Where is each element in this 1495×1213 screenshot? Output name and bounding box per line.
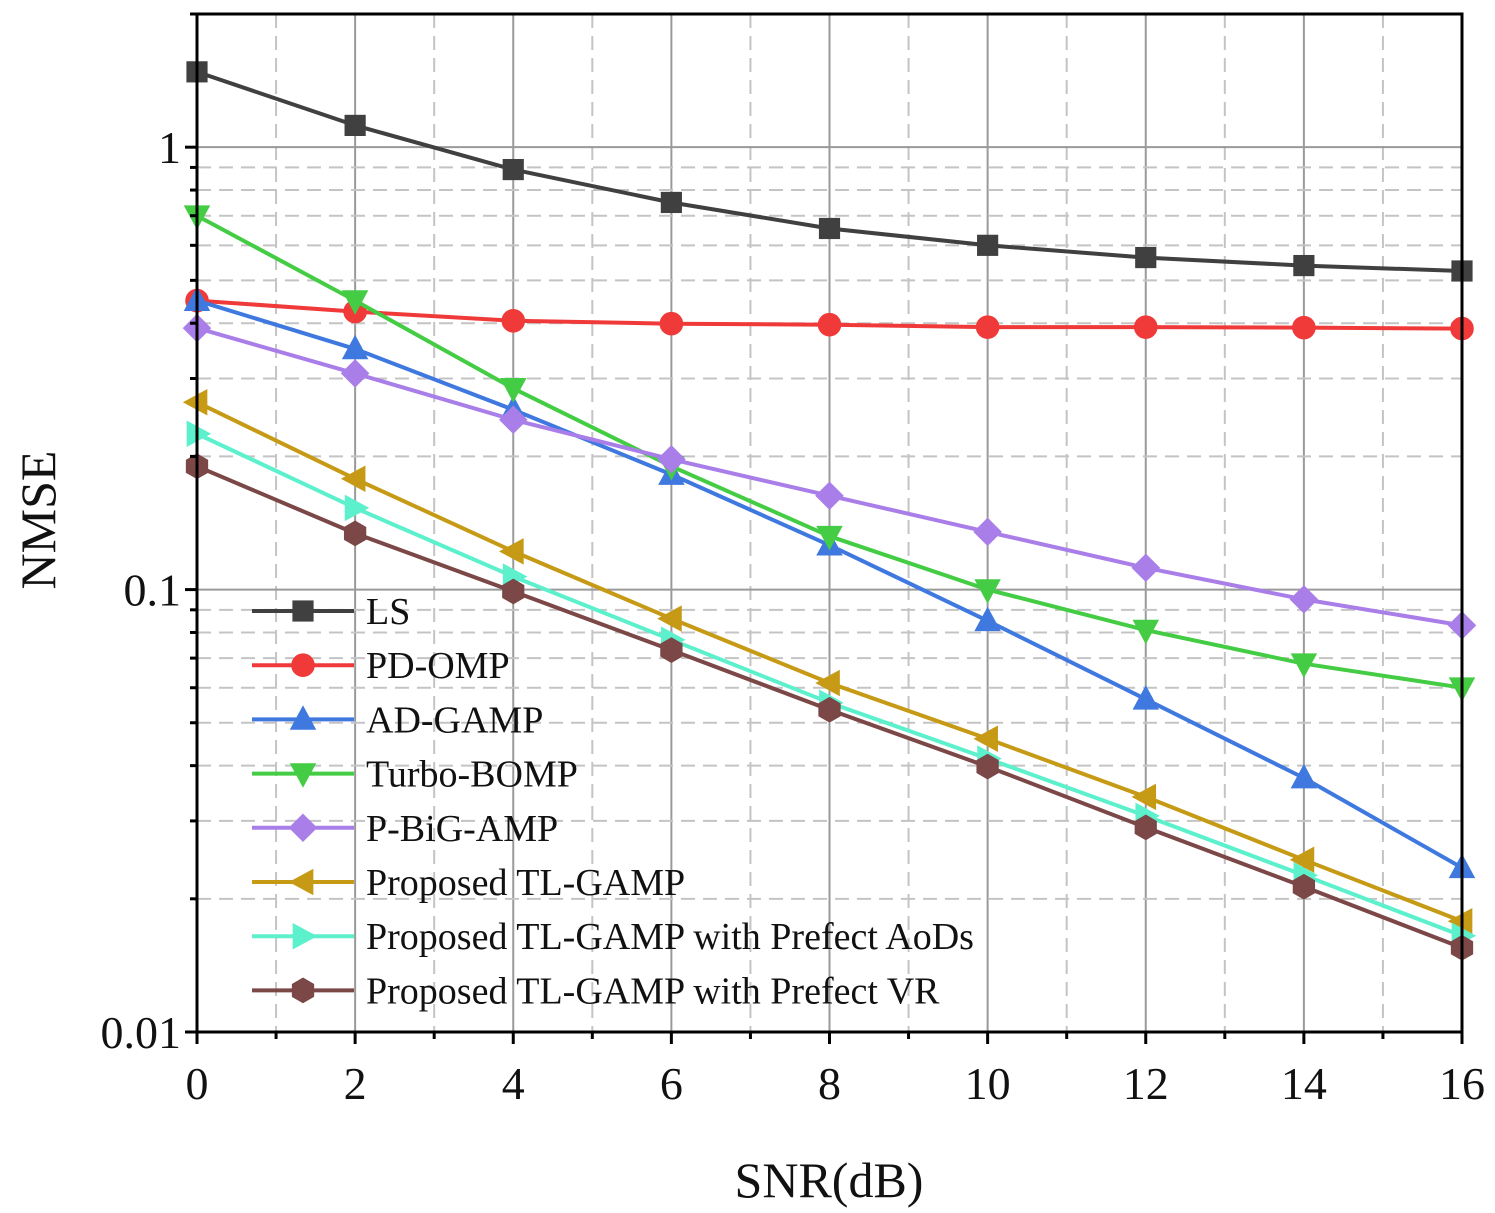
legend-label-0: LS <box>366 591 410 633</box>
series-point-0-6 <box>1135 246 1157 269</box>
series-point-7-6 <box>1134 814 1157 841</box>
legend-label-4: P-BiG-AMP <box>366 808 558 850</box>
series-point-1-6 <box>1133 315 1158 339</box>
series-point-3-7 <box>1290 653 1318 678</box>
legend-swatch-marker <box>288 868 314 896</box>
series-point-4-1 <box>340 359 370 388</box>
y-tick-label-1: 1 <box>158 122 181 173</box>
legend-label-5: Proposed TL-GAMP <box>366 862 685 904</box>
legend-entry-5: Proposed TL-GAMP <box>252 862 685 904</box>
series-point-1-2 <box>501 309 526 333</box>
legend-label-6: Proposed TL-GAMP with Prefect AoDs <box>366 916 974 958</box>
legend: LS PD-OMP AD-GAMP Turbo-BOMP P-BiG-AMP Propos… <box>252 591 974 1012</box>
axes-frame <box>185 12 1464 1044</box>
series-point-5-3 <box>657 605 682 632</box>
series-point-6-1 <box>344 494 370 522</box>
x-tick-label-10: 10 <box>965 1058 1011 1109</box>
series-point-0-4 <box>818 217 841 240</box>
legend-swatch-marker <box>292 922 318 950</box>
series-point-2-1 <box>341 334 369 360</box>
series-point-7-7 <box>1292 873 1316 900</box>
series-point-7-1 <box>343 520 367 547</box>
series-point-4-2 <box>499 405 528 435</box>
series-point-3-2 <box>500 378 527 403</box>
series-point-2-6 <box>1132 685 1160 710</box>
series-point-7-5 <box>976 753 999 780</box>
series-point-3-4 <box>816 525 843 551</box>
legend-entry-7: Proposed TL-GAMP with Prefect VR <box>252 970 940 1012</box>
legend-entry-3: Turbo-BOMP <box>252 754 578 796</box>
legend-entry-1: PD-OMP <box>252 645 510 687</box>
series-point-7-2 <box>502 578 525 605</box>
x-tick-label-6: 6 <box>660 1058 683 1109</box>
series-point-0-7 <box>1293 254 1315 277</box>
x-tick-label-0: 0 <box>186 1058 209 1109</box>
x-axis-label: SNR(dB) <box>735 1152 924 1208</box>
series-point-3-5 <box>974 579 1001 604</box>
series-point-0-5 <box>977 234 999 256</box>
legend-swatch-marker <box>289 705 317 730</box>
series-point-5-7 <box>1289 846 1315 874</box>
series-point-2-5 <box>974 606 1001 632</box>
series-point-0-1 <box>344 114 366 136</box>
y-tick-label-0.1: 0.1 <box>124 565 182 616</box>
x-tick-label-16: 16 <box>1439 1058 1485 1109</box>
tick-labels: 0 2 4 6 8 10 12 14 16 1 0.1 0.01 <box>101 122 1486 1109</box>
legend-swatch-marker <box>288 813 318 843</box>
series-point-0-3 <box>660 191 682 214</box>
series-point-5-1 <box>340 465 366 493</box>
series-point-0-2 <box>502 158 524 181</box>
series-7 <box>185 453 1474 961</box>
legend-label-1: PD-OMP <box>366 645 510 687</box>
legend-swatch-marker <box>291 653 315 677</box>
series-point-3-6 <box>1132 619 1160 645</box>
series-point-2-7 <box>1290 763 1318 789</box>
series-point-5-6 <box>1131 783 1157 811</box>
series-point-7-4 <box>818 696 841 723</box>
legend-swatch-marker <box>289 763 317 788</box>
x-tick-label-2: 2 <box>344 1058 367 1109</box>
series-0 <box>186 61 1473 282</box>
x-tick-label-12: 12 <box>1123 1058 1169 1109</box>
legend-label-3: Turbo-BOMP <box>366 754 578 796</box>
legend-entry-6: Proposed TL-GAMP with Prefect AoDs <box>252 916 974 958</box>
series-point-4-6 <box>1131 553 1161 583</box>
series-point-1-5 <box>975 315 1000 339</box>
series-point-1-3 <box>659 311 684 336</box>
series-1 <box>185 288 1474 341</box>
y-axis-label: NMSE <box>10 451 66 590</box>
legend-entry-2: AD-GAMP <box>252 699 543 741</box>
legend-entry-0: LS <box>252 591 410 633</box>
y-tick-label-0.01: 0.01 <box>101 1007 182 1058</box>
series-point-7-3 <box>660 637 683 663</box>
series-point-5-5 <box>973 725 998 753</box>
x-tick-label-8: 8 <box>818 1058 841 1109</box>
x-tick-label-14: 14 <box>1281 1058 1327 1109</box>
series-point-4-7 <box>1289 585 1319 614</box>
series-point-4-4 <box>815 481 844 510</box>
legend-label-7: Proposed TL-GAMP with Prefect VR <box>366 970 940 1012</box>
x-tick-label-4: 4 <box>502 1058 525 1109</box>
legend-entry-4: P-BiG-AMP <box>252 808 558 850</box>
legend-label-2: AD-GAMP <box>366 699 543 741</box>
series-point-1-4 <box>817 312 842 337</box>
legend-swatch-marker <box>291 977 315 1004</box>
series-point-5-4 <box>815 669 840 697</box>
series-point-4-5 <box>973 517 1002 547</box>
series-point-3-1 <box>341 290 369 315</box>
series-point-5-2 <box>499 538 524 565</box>
series-point-1-7 <box>1292 315 1316 340</box>
series-point-4-3 <box>657 445 686 474</box>
legend-swatch-marker <box>292 600 314 622</box>
